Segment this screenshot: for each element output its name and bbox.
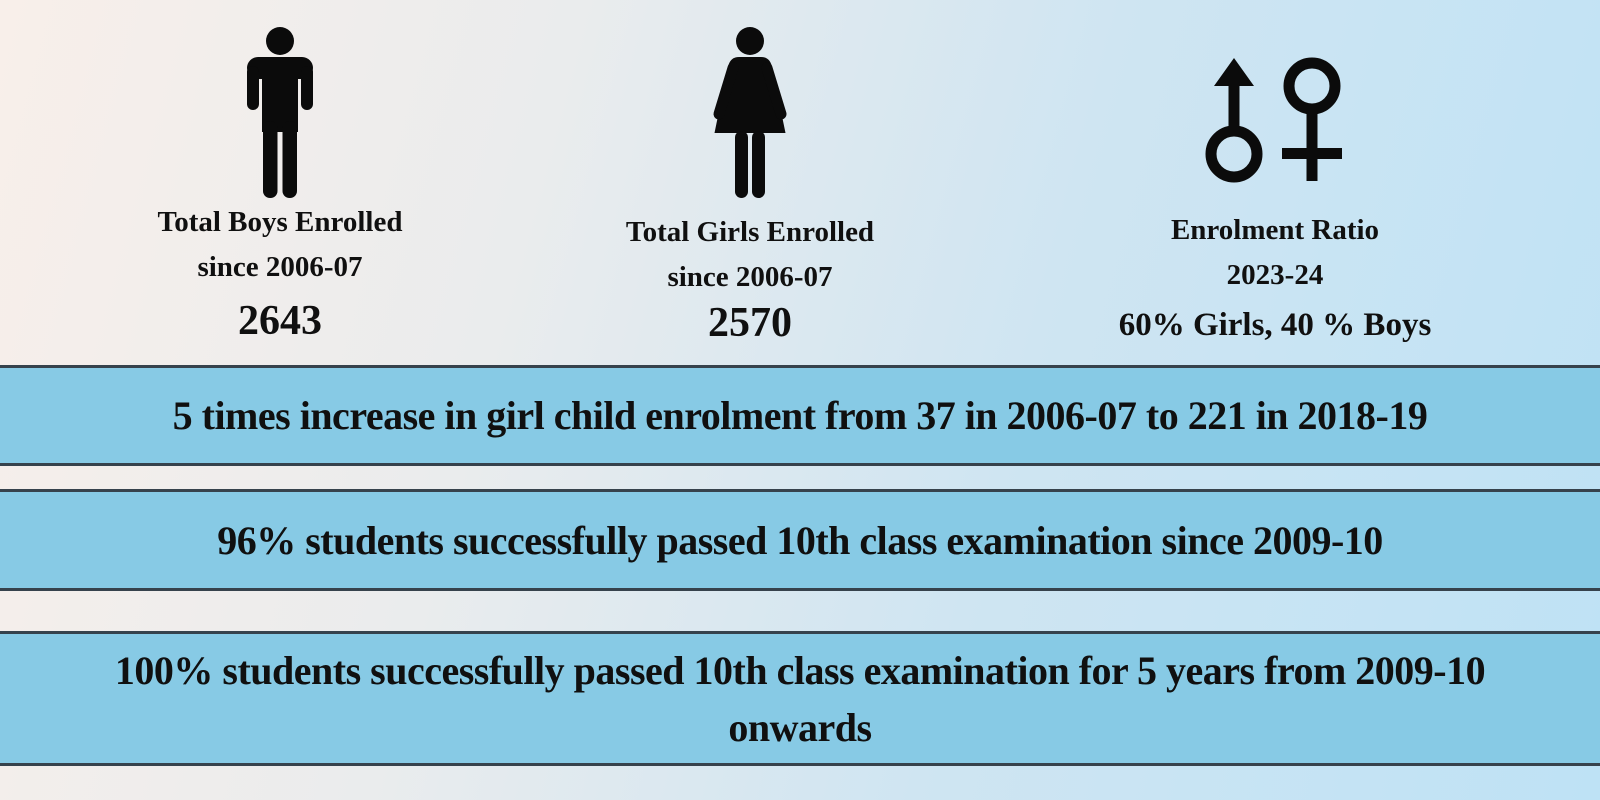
stat-ratio: Enrolment Ratio 2023-24 60% Girls, 40 % … — [1010, 0, 1540, 348]
stat-ratio-value: 60% Girls, 40 % Boys — [1118, 307, 1432, 343]
banner-girl-enrolment-increase-text: 5 times increase in girl child enrolment… — [172, 393, 1428, 438]
stat-ratio-label-line2: 2023-24 — [1226, 259, 1324, 291]
female-symbol-cross — [1282, 109, 1342, 181]
stat-boys: Total Boys Enrolled since 2006-07 2643 — [60, 0, 500, 344]
male-symbol-arrow — [1214, 58, 1254, 132]
stat-girls-label: Total Girls Enrolled since 2006-07 — [530, 210, 970, 300]
banner-pass-rate-96-text: 96% students successfully passed 10th cl… — [217, 517, 1383, 563]
female-figure-icon — [713, 27, 787, 198]
stat-girls-label-line2: since 2006-07 — [667, 261, 833, 293]
stat-girls-label-line1: Total Girls Enrolled — [625, 216, 875, 248]
gender-symbols-icon — [1205, 57, 1342, 183]
stat-girls-value: 2570 — [708, 300, 792, 346]
stat-ratio-label: Enrolment Ratio 2023-24 — [1010, 208, 1540, 298]
banner-pass-rate-100: 100% students successfully passed 10th c… — [0, 631, 1600, 766]
stat-boys-label-line1: Total Boys Enrolled — [157, 206, 403, 238]
banner-pass-rate-100-text: 100% students successfully passed 10th c… — [114, 647, 1486, 750]
stat-ratio-label-line1: Enrolment Ratio — [1170, 214, 1380, 246]
stats-section: Total Boys Enrolled since 2006-07 2643 — [0, 0, 1600, 365]
stat-boys-value: 2643 — [238, 298, 322, 344]
banner-pass-rate-96: 96% students successfully passed 10th cl… — [0, 489, 1600, 591]
male-symbol — [1205, 125, 1263, 183]
male-figure-icon — [247, 27, 313, 198]
stat-girls: Total Girls Enrolled since 2006-07 2570 — [530, 0, 970, 346]
banner-girl-enrolment-increase: 5 times increase in girl child enrolment… — [0, 365, 1600, 466]
female-symbol — [1283, 57, 1341, 115]
stat-boys-label-line2: since 2006-07 — [197, 251, 363, 283]
stat-boys-label: Total Boys Enrolled since 2006-07 — [60, 200, 500, 290]
